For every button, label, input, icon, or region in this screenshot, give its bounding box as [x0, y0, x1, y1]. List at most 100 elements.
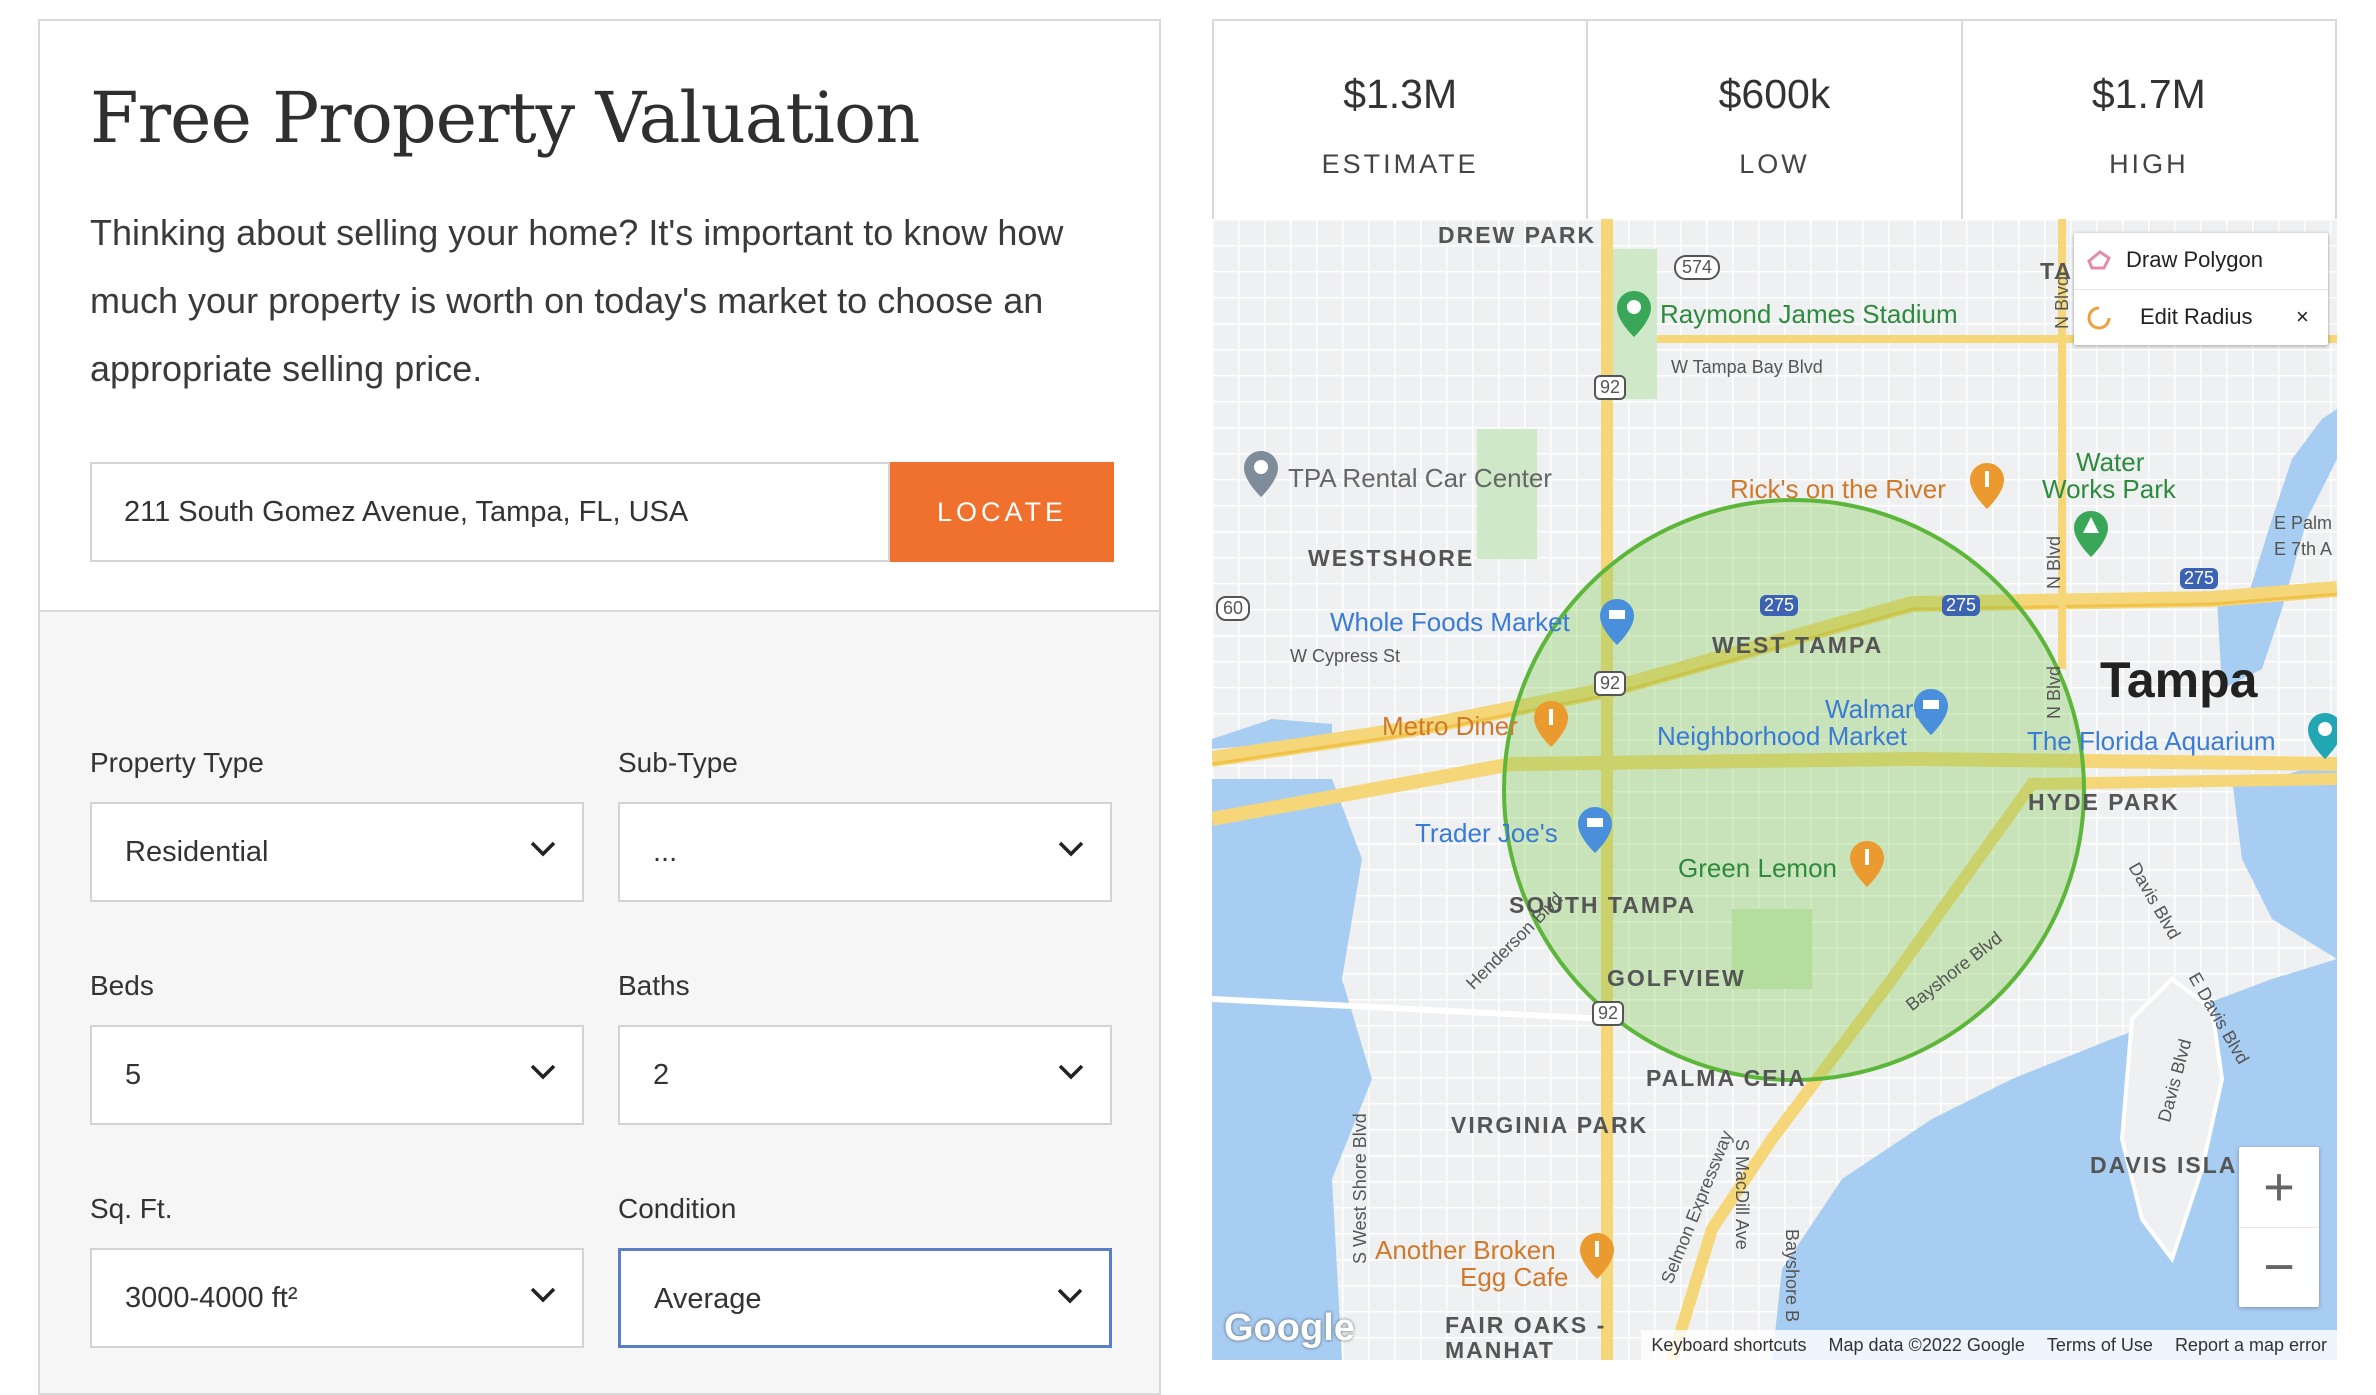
poi-green-lemon[interactable]: Green Lemon: [1678, 853, 1837, 883]
map-canvas[interactable]: [1212, 219, 2337, 1360]
chevron-down-icon: [530, 841, 556, 857]
street-n-blvd-2: N Blvd: [2044, 535, 2064, 589]
label-davis-isla: DAVIS ISLA: [2090, 1152, 2238, 1178]
restaurant-marker-icon[interactable]: [1532, 699, 1570, 749]
street-s-west-shore: S West Shore Blvd: [1350, 1113, 1370, 1264]
high-label: HIGH: [2109, 149, 2189, 179]
condition-select[interactable]: Average: [618, 1248, 1112, 1348]
shield-92b: 92: [1594, 671, 1627, 696]
park-marker-icon[interactable]: [2072, 509, 2110, 559]
poi-florida-aquarium[interactable]: The Florida Aquarium: [2027, 726, 2276, 756]
close-icon[interactable]: ×: [2296, 304, 2309, 329]
hillsborough-river: [2217, 409, 2337, 689]
poi-water-works-1[interactable]: Water: [2076, 447, 2145, 477]
label-westshore: WESTSHORE: [1308, 545, 1475, 571]
street-w-cypress-st: W Cypress St: [1290, 646, 1401, 666]
street-bayshore-b: Bayshore B: [1782, 1229, 1802, 1323]
beds-label: Beds: [90, 970, 154, 1001]
water-west: [1212, 779, 1372, 1360]
label-drew-park: DREW PARK: [1438, 222, 1597, 248]
poi-trader-joes[interactable]: Trader Joe's: [1415, 818, 1558, 848]
terms-link[interactable]: Terms of Use: [2046, 1334, 2153, 1355]
davis-islands: [2119, 976, 2225, 1264]
chevron-down-icon: [530, 1064, 556, 1080]
baths-value: 2: [653, 1059, 670, 1091]
property-type-select[interactable]: Residential: [90, 802, 584, 902]
restaurant-marker-icon[interactable]: [1578, 1231, 1616, 1281]
low-value: $600k: [1718, 71, 1831, 117]
locate-button[interactable]: LOCATE: [890, 462, 1114, 562]
sub-type-value: ...: [653, 836, 678, 868]
sub-type-label: Sub-Type: [618, 747, 738, 778]
aquarium-marker-icon[interactable]: [2306, 711, 2337, 761]
zoom-in-button[interactable]: +: [2239, 1147, 2319, 1228]
beds-value: 5: [125, 1059, 142, 1091]
map-data-text: Map data ©2022 Google: [1828, 1334, 2025, 1355]
map[interactable]: DREW PARK WESTSHORE WEST TAMPA SOUTH TAM…: [1212, 219, 2337, 1360]
condition-value: Average: [654, 1283, 762, 1315]
shopping-cart-marker-icon[interactable]: [1598, 597, 1636, 647]
shield-60: 60: [1216, 596, 1251, 621]
chevron-down-icon: [1058, 841, 1084, 857]
poi-ricks[interactable]: Rick's on the River: [1730, 474, 1946, 504]
poi-tpa-rental[interactable]: TPA Rental Car Center: [1288, 463, 1552, 493]
stat-low: $600k LOW: [1588, 21, 1963, 219]
map-attribution: Keyboard shortcuts Map data ©2022 Google…: [1641, 1330, 2337, 1360]
radius-icon: [2087, 306, 2111, 330]
sub-type-select[interactable]: ...: [618, 802, 1112, 902]
shield-92c: 92: [1592, 1001, 1625, 1026]
label-hyde-park: HYDE PARK: [2028, 789, 2180, 815]
poi-metro-diner[interactable]: Metro Diner: [1382, 711, 1518, 741]
zoom-out-button[interactable]: −: [2263, 1237, 2295, 1297]
address-input[interactable]: [90, 462, 890, 562]
shield-574: 574: [1674, 255, 1721, 280]
chevron-down-icon: [530, 1287, 556, 1303]
poi-walmart-1[interactable]: Walmart: [1825, 694, 1921, 724]
restaurant-marker-icon[interactable]: [1968, 461, 2006, 511]
low-label: LOW: [1739, 149, 1810, 179]
label-tampa: Tampa: [2100, 652, 2258, 708]
highway-i275-edge: [1212, 592, 2337, 766]
highway-i275: [1212, 581, 2337, 767]
estimate-label: ESTIMATE: [1321, 149, 1479, 179]
keyboard-shortcuts-link[interactable]: Keyboard shortcuts: [1651, 1334, 1807, 1355]
poi-another-broken-2[interactable]: Egg Cafe: [1460, 1262, 1569, 1292]
poi-whole-foods[interactable]: Whole Foods Market: [1330, 607, 1570, 637]
sqft-label: Sq. Ft.: [90, 1193, 173, 1224]
property-form: Property Type Residential Sub-Type ... B…: [40, 610, 1159, 1393]
shopping-cart-marker-icon[interactable]: [1912, 687, 1950, 737]
valuation-panel: Free Property Valuation Thinking about s…: [38, 19, 1161, 1395]
google-logo: Google: [1224, 1307, 1355, 1349]
property-type-value: Residential: [125, 836, 269, 868]
rental-marker-icon[interactable]: [1242, 449, 1280, 499]
street-w-tampa-bay-blvd: W Tampa Bay Blvd: [1671, 357, 1823, 377]
park-west: [1477, 429, 1537, 559]
poi-another-broken-1[interactable]: Another Broken: [1375, 1235, 1556, 1265]
restaurant-marker-icon[interactable]: [1848, 839, 1886, 889]
draw-tools-panel: Draw Polygon Edit Radius ×: [2074, 233, 2328, 345]
intro-text: Thinking about selling your home? It's i…: [90, 212, 1064, 389]
shopping-cart-marker-icon[interactable]: [1576, 805, 1614, 855]
label-manhat: MANHAT: [1445, 1337, 1555, 1360]
beds-select[interactable]: 5: [90, 1025, 584, 1125]
poi-water-works-2[interactable]: Works Park: [2042, 474, 2176, 504]
park-south: [1732, 909, 1812, 989]
stadium-marker-icon[interactable]: [1615, 289, 1653, 339]
search-radius[interactable]: [1502, 498, 2086, 1082]
sqft-select[interactable]: 3000-4000 ft²: [90, 1248, 584, 1348]
sqft-value: 3000-4000 ft²: [125, 1282, 298, 1314]
draw-polygon-button[interactable]: Draw Polygon: [2074, 233, 2328, 289]
report-error-link[interactable]: Report a map error: [2174, 1334, 2327, 1355]
label-fair-oaks: FAIR OAKS -: [1445, 1312, 1607, 1338]
street-n-blvd: N Blvd: [2052, 275, 2072, 329]
baths-select[interactable]: 2: [618, 1025, 1112, 1125]
baths-label: Baths: [618, 970, 690, 1001]
edit-radius-button[interactable]: Edit Radius ×: [2074, 289, 2328, 346]
shield-275a: 275: [1760, 595, 1799, 616]
highway-kennedy: [1212, 751, 2337, 826]
shield-275b: 275: [1942, 595, 1981, 616]
label-virginia-park: VIRGINIA PARK: [1451, 1112, 1649, 1138]
poi-raymond-james[interactable]: Raymond James Stadium: [1660, 299, 1958, 329]
poi-walmart-2[interactable]: Neighborhood Market: [1657, 721, 1908, 751]
condition-label: Condition: [618, 1193, 737, 1224]
